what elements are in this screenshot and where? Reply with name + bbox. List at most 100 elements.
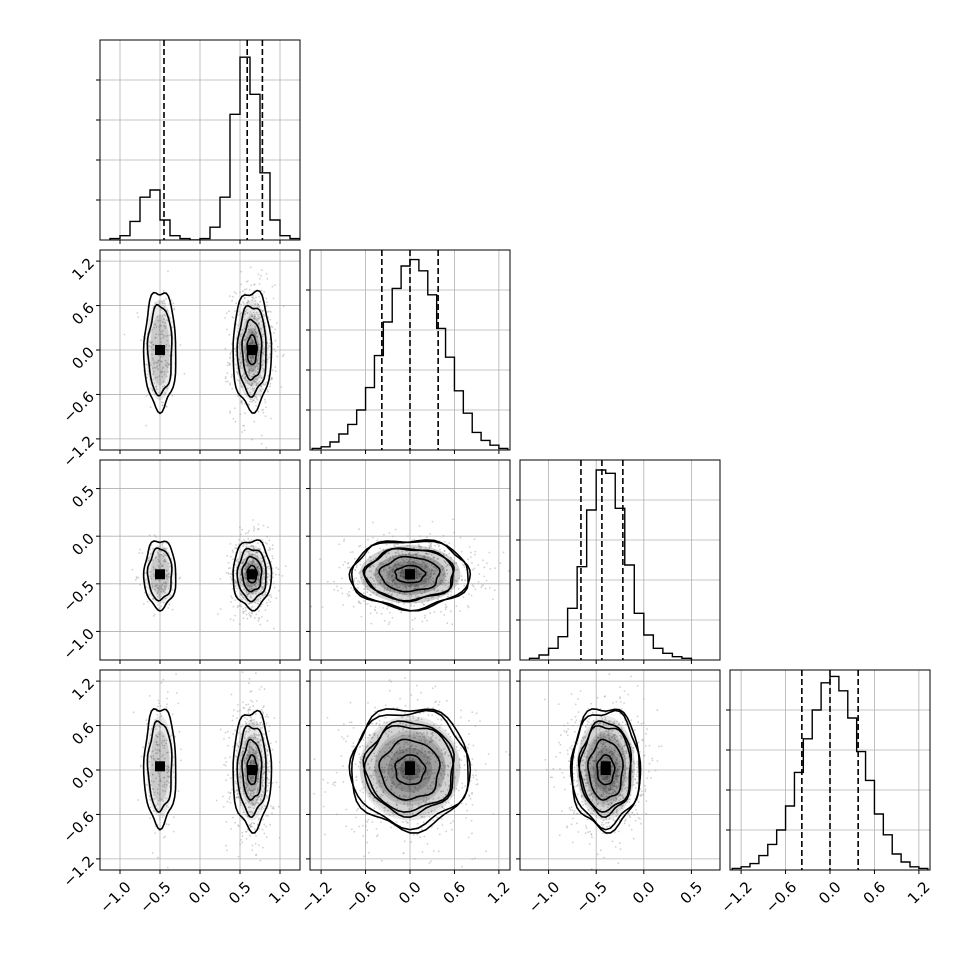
density: [544, 658, 663, 887]
scatter-point: [253, 526, 255, 528]
scatter-point: [139, 584, 141, 586]
x-tick-label: −1.2: [297, 878, 335, 916]
scatter-point: [155, 536, 157, 538]
scatter-point: [227, 365, 229, 367]
scatter-point: [173, 309, 175, 311]
scatter-point: [168, 824, 170, 826]
scatter-point: [180, 749, 182, 751]
y-tick-label: −1.2: [60, 432, 98, 470]
density-peak: [405, 765, 415, 775]
scatter-point: [486, 562, 488, 564]
scatter-point: [466, 746, 468, 748]
scatter-point: [488, 753, 490, 755]
scatter-point: [252, 845, 254, 847]
scatter-point: [136, 576, 138, 578]
scatter-point: [146, 719, 148, 721]
scatter-point: [266, 543, 268, 545]
scatter-point: [154, 832, 156, 834]
scatter-point: [352, 589, 354, 591]
scatter-point: [340, 755, 342, 757]
scatter-point: [232, 746, 234, 748]
scatter-point: [417, 699, 419, 701]
scatter-point: [154, 614, 156, 616]
scatter-point: [399, 698, 401, 700]
scatter-point: [176, 692, 178, 694]
scatter-point: [476, 712, 478, 714]
scatter-point: [434, 611, 436, 613]
scatter-point: [163, 290, 165, 292]
scatter-point: [146, 486, 148, 488]
scatter-point: [471, 820, 473, 822]
scatter-point: [281, 386, 283, 388]
scatter-point: [376, 539, 378, 541]
scatter-point: [267, 526, 269, 528]
scatter-point: [261, 435, 263, 437]
scatter-point: [262, 819, 264, 821]
scatter-point: [368, 852, 370, 854]
scatter-point: [166, 823, 168, 825]
scatter-point: [435, 686, 437, 688]
scatter-point: [262, 409, 264, 411]
scatter-point: [268, 599, 270, 601]
scatter-point: [174, 877, 176, 879]
scatter-point: [143, 603, 145, 605]
scatter-point: [265, 716, 267, 718]
scatter-point: [388, 623, 390, 625]
scatter-point: [227, 381, 229, 383]
scatter-point: [324, 834, 326, 836]
scatter-point: [230, 352, 232, 354]
scatter-point: [264, 688, 266, 690]
scatter-point: [367, 819, 369, 821]
x-tick-label: −1.0: [96, 878, 134, 916]
scatter-point: [267, 305, 269, 307]
scatter-point: [229, 412, 231, 414]
scatter-point: [226, 555, 228, 557]
scatter-point: [261, 709, 263, 711]
scatter-point: [274, 284, 276, 286]
scatter-point: [238, 826, 240, 828]
scatter-point: [269, 601, 271, 603]
scatter-point: [246, 838, 248, 840]
scatter-point: [424, 617, 426, 619]
scatter-point: [482, 559, 484, 561]
scatter-point: [416, 685, 418, 687]
scatter-point: [430, 860, 432, 862]
scatter-point: [461, 803, 463, 805]
scatter-point: [443, 614, 445, 616]
scatter-point: [232, 558, 234, 560]
scatter-point: [240, 271, 242, 273]
scatter-point: [527, 532, 529, 534]
x-tick-label: 0.5: [225, 878, 255, 908]
scatter-point: [137, 799, 139, 801]
scatter-point: [249, 289, 251, 291]
scatter-point: [508, 570, 510, 572]
scatter-point: [470, 780, 472, 782]
scatter-point: [267, 605, 269, 607]
scatter-point: [362, 825, 364, 827]
scatter-point: [179, 577, 181, 579]
scatter-point: [230, 777, 232, 779]
scatter-point: [353, 606, 355, 608]
scatter-point: [258, 411, 260, 413]
scatter-point: [146, 723, 148, 725]
scatter-point: [241, 431, 243, 433]
scatter-point: [268, 730, 270, 732]
scatter-point: [405, 705, 407, 707]
scatter-point: [259, 624, 261, 626]
scatter-point: [256, 700, 258, 702]
scatter-point: [273, 717, 275, 719]
scatter-point: [479, 720, 481, 722]
scatter-point: [271, 378, 273, 380]
scatter-point: [249, 678, 251, 680]
scatter-point: [585, 825, 587, 827]
scatter-point: [453, 532, 455, 534]
scatter-point: [349, 722, 351, 724]
scatter-point: [158, 700, 160, 702]
scatter-point: [351, 721, 353, 723]
scatter-point: [471, 764, 473, 766]
x-tick-label: 0.0: [185, 878, 215, 908]
scatter-point: [241, 832, 243, 834]
scatter-point: [247, 872, 249, 874]
scatter-point: [456, 605, 458, 607]
scatter-point: [338, 729, 340, 731]
